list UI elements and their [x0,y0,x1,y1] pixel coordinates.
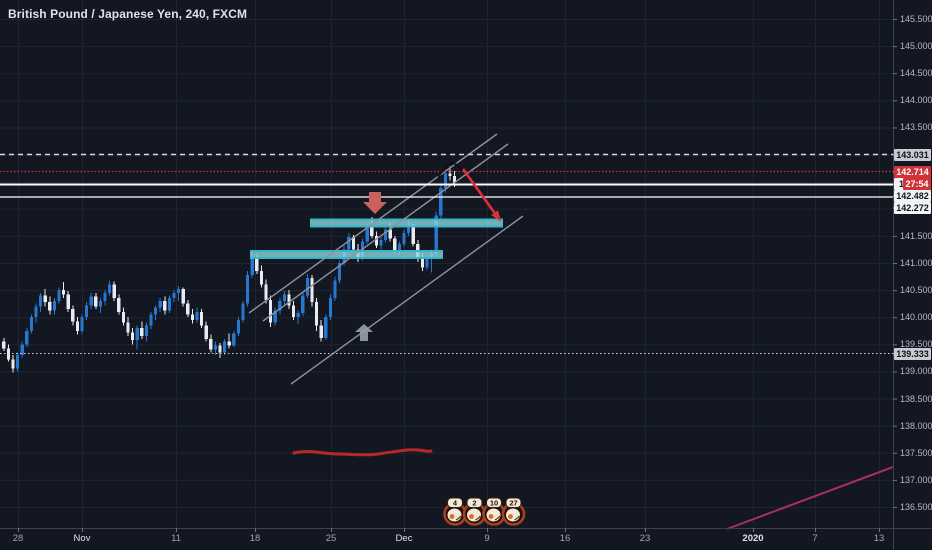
grid-lines [0,0,893,528]
emoji-sticker[interactable]: 4 [443,497,467,526]
emoji-sticker[interactable]: 2 [462,497,487,526]
emoji-sticker[interactable]: 27 [501,497,526,526]
time-tick-label: 28 [12,533,24,544]
price-tick-label: 138.000 [900,420,932,431]
price-axis[interactable]: 145.500 145.000 144.500 144.000 143.500 141.5… [893,0,932,528]
time-tick-label: 11 [171,533,181,544]
price-tick-label: 141.500 [900,230,932,241]
svg-text:4: 4 [453,498,458,507]
time-tick-label: 9 [484,533,490,544]
svg-text:2: 2 [472,498,476,507]
price-tick-label: 141.000 [900,257,932,268]
time-tick-label: 18 [249,533,261,544]
symbol-title[interactable]: British Pound / Japanese Yen, 240, FXCM [8,7,248,21]
brush-stroke[interactable] [292,448,433,457]
price-tick-label: 145.000 [900,41,932,52]
emoji-sticker[interactable]: 10 [482,497,506,526]
channel-trendline[interactable] [290,215,524,385]
time-tick-label: 13 [873,533,885,544]
line-label-142272: 142.272 [894,201,931,214]
price-tick-label: 143.500 [900,122,932,133]
price-tick-label: 139.500 [900,339,932,350]
projection-arrow[interactable] [461,168,501,222]
magenta-trendline[interactable] [726,466,894,530]
level-label-139333: 139.333 [894,347,931,360]
price-tick-label: 140.500 [900,285,932,296]
svg-text:27: 27 [509,498,517,507]
channel-trendline[interactable] [262,143,509,322]
line-label-142482: 142.482 [894,189,931,202]
svg-text:10: 10 [490,498,498,507]
price-tick-label: 144.000 [900,95,932,106]
price-tick-label: 145.500 [900,14,932,24]
time-tick-label: 7 [812,533,818,544]
price-tick-label: 137.000 [900,474,932,485]
level-label-143031: 143.031 [894,148,931,161]
time-tick-label: 16 [559,533,571,544]
price-tick-label: 144.500 [900,68,932,79]
time-tick-label: Dec [395,533,413,544]
time-tick-label: 25 [325,533,337,544]
price-tick-label: 136.500 [900,501,932,512]
up-arrow-marker[interactable] [355,324,373,341]
peak-scribble[interactable] [437,161,463,178]
demand-zone-lower[interactable] [250,250,443,259]
time-tick-label: 23 [639,533,651,544]
price-tick-label: 140.000 [900,312,932,323]
price-tick-label: 138.500 [900,393,932,404]
price-tick-label: 139.000 [900,366,932,377]
time-tick-label: Nov [73,533,91,544]
down-arrow-marker[interactable] [363,192,387,214]
time-tick-label: 2020 [742,533,764,544]
supply-zone-upper[interactable] [310,218,503,228]
bar-countdown-label: 27:54 [903,177,931,190]
price-label-142714: 142.714 [894,165,931,178]
time-axis[interactable]: 28 Nov 11 18 25 Dec 9 16 23 2020 7 13 [0,528,932,550]
price-tick-label: 137.500 [900,447,932,458]
